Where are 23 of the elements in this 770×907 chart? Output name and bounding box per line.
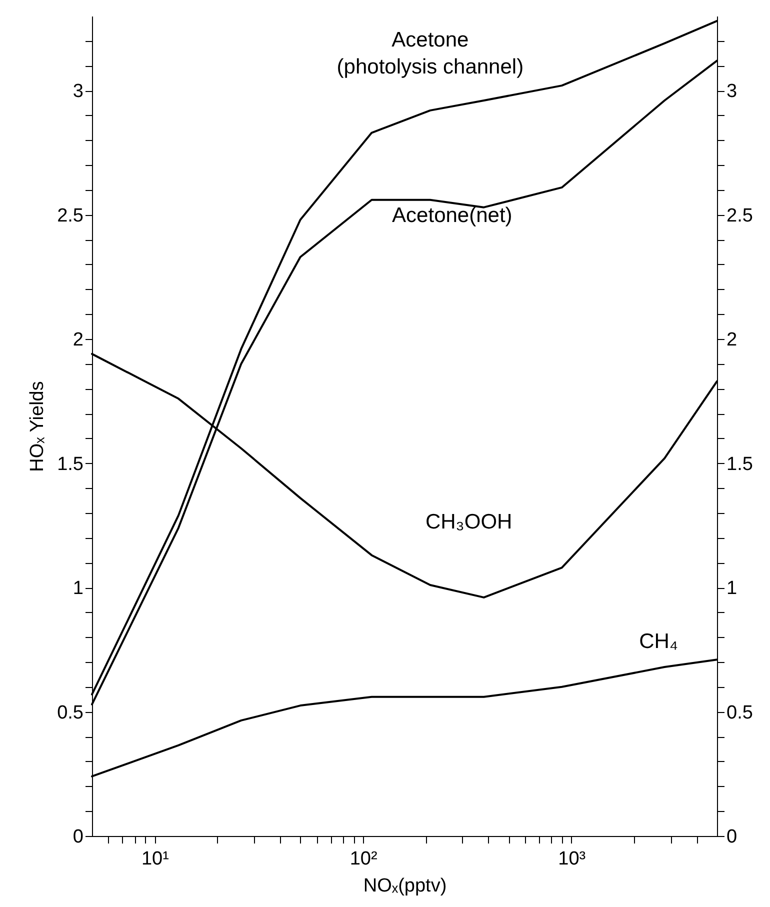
x-tick-label: 10² (350, 848, 378, 870)
series-label: Acetone (photolysis channel) (336, 28, 524, 78)
y-tick-label: 0 (72, 826, 84, 848)
y2-tick-label: 2 (726, 330, 738, 351)
y-tick-label: 2 (72, 330, 84, 351)
y-tick-label: 2.5 (57, 205, 84, 226)
y2-tick-label: 2.5 (726, 205, 753, 226)
y-tick-label: 3 (72, 81, 84, 102)
y2-tick-label: 0.5 (726, 702, 753, 724)
series-label: CH₄ (639, 630, 678, 654)
y-tick-label: 1 (72, 578, 84, 600)
y-tick-label: 0.5 (57, 702, 84, 724)
y-axis-title: HOₓ Yields (27, 381, 48, 472)
series-label: Acetone(net) (392, 204, 512, 227)
y2-tick-label: 1.5 (726, 454, 753, 475)
text: CH₃OOH (425, 510, 512, 534)
x-tick-label: 10¹ (141, 848, 169, 870)
y2-tick-label: 3 (726, 81, 738, 102)
y2-tick-label: 0 (726, 826, 738, 848)
x-axis-title: NOₓ(pptv) (363, 876, 447, 896)
y2-tick-label: 1 (726, 578, 738, 600)
x-tick-label: 10³ (558, 848, 586, 870)
y-tick-label: 1.5 (57, 454, 84, 475)
